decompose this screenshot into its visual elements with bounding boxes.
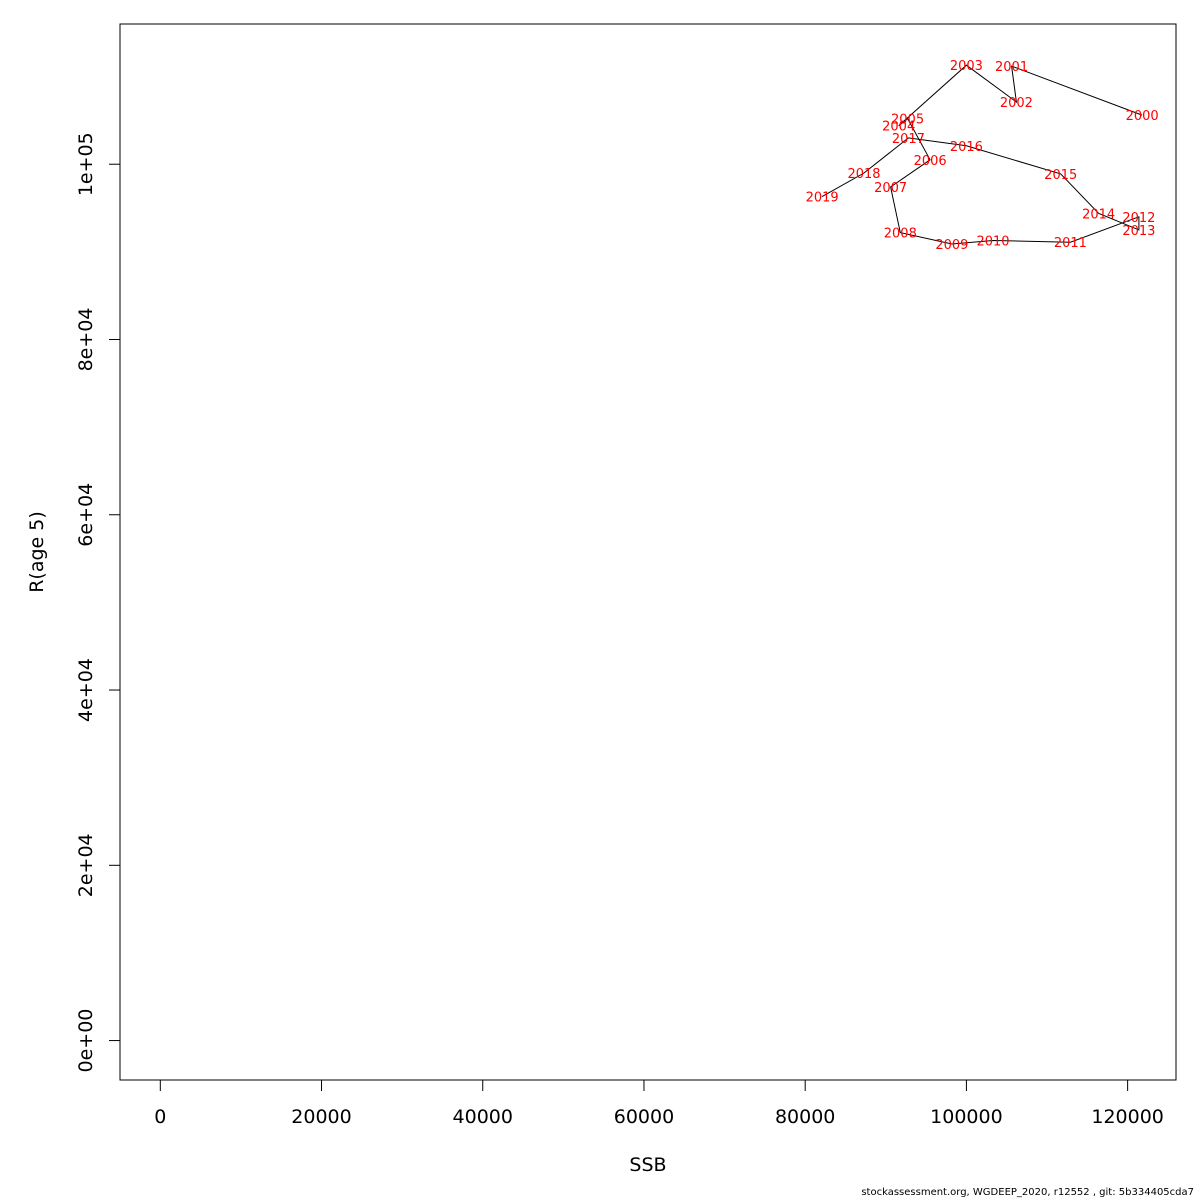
year-label-2014: 2014 <box>1082 207 1115 222</box>
series-line <box>821 64 1143 245</box>
x-tick-label: 60000 <box>614 1106 674 1128</box>
year-label-2007: 2007 <box>874 181 907 196</box>
year-label-2019: 2019 <box>806 191 839 206</box>
year-label-2011: 2011 <box>1054 236 1087 251</box>
x-axis: 0 20000 40000 60000 80000 100000 120000 <box>154 1079 1164 1128</box>
plot-frame <box>119 23 1177 1081</box>
x-axis-title: SSB <box>629 1154 666 1176</box>
y-tick-label: 6e+04 <box>75 483 97 547</box>
year-label-2006: 2006 <box>914 154 947 169</box>
x-tick-label: 0 <box>154 1106 166 1128</box>
x-tick-label: 120000 <box>1091 1106 1164 1128</box>
footer-credit: stockassessment.org, WGDEEP_2020, r12552… <box>861 1187 1194 1198</box>
year-label-2016: 2016 <box>950 140 983 155</box>
year-label-2013: 2013 <box>1122 224 1155 239</box>
year-label-2002: 2002 <box>1000 96 1033 111</box>
y-axis-title: R(age 5) <box>26 511 48 593</box>
year-label-2009: 2009 <box>935 238 968 253</box>
y-tick-label: 0e+00 <box>75 1009 97 1073</box>
year-label-2005: 2005 <box>891 113 924 128</box>
x-tick-label: 80000 <box>775 1106 835 1128</box>
year-label-2018: 2018 <box>847 167 880 182</box>
y-tick-label: 4e+04 <box>75 658 97 722</box>
y-axis: 0e+00 2e+04 4e+04 6e+04 8e+04 1e+05 <box>75 132 121 1073</box>
x-tick-label: 20000 <box>291 1106 351 1128</box>
year-label-2012: 2012 <box>1122 211 1155 226</box>
year-label-2004: 2004 <box>882 120 915 135</box>
year-label-2008: 2008 <box>884 227 917 242</box>
year-label-2000: 2000 <box>1126 109 1159 124</box>
year-label-2015: 2015 <box>1044 168 1077 183</box>
year-label-2001: 2001 <box>995 60 1028 75</box>
y-tick-label: 2e+04 <box>75 833 97 897</box>
y-tick-label: 8e+04 <box>75 308 97 372</box>
year-label-2010: 2010 <box>976 234 1009 249</box>
x-tick-label: 100000 <box>930 1106 1003 1128</box>
year-label-2003: 2003 <box>950 59 983 74</box>
y-tick-label: 1e+05 <box>75 132 97 196</box>
year-label-2017: 2017 <box>892 132 925 147</box>
x-tick-label: 40000 <box>453 1106 513 1128</box>
